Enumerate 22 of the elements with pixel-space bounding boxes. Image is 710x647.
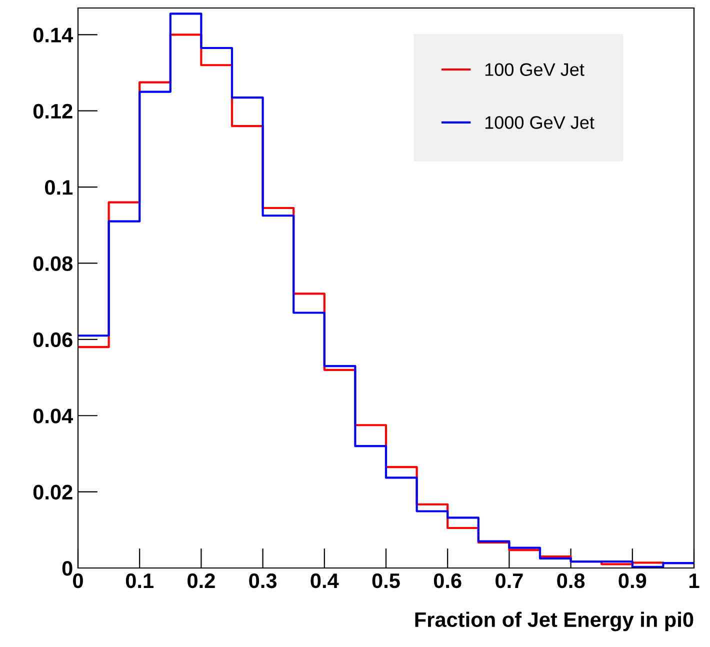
x-tick-label: 0.2 [188, 573, 215, 588]
x-tick-label: 0.8 [557, 573, 585, 588]
x-tick-label: 0.1 [126, 573, 154, 588]
y-tick-label: 0.04 [33, 408, 74, 424]
y-tick-label: 0.14 [33, 28, 74, 42]
legend-label: 100 GeV Jet [485, 63, 584, 76]
x-tick-label: 1 [690, 574, 700, 588]
x-tick-label: 0.4 [310, 573, 339, 588]
x-axis-title: Fraction of Jet Energy in pi0 [415, 612, 694, 632]
y-tick-label: 0.02 [33, 484, 72, 500]
y-tick-label: 0.1 [45, 180, 73, 195]
y-tick-label: 0.08 [33, 256, 73, 271]
x-tick-label: 0 [73, 573, 83, 588]
x-tick-label: 0.6 [434, 573, 462, 588]
y-tick-label: 0 [62, 561, 72, 576]
legend-label: 1000 GeV Jet [485, 116, 594, 129]
x-tick-label: 0.3 [249, 573, 277, 588]
x-tick-label: 0.9 [618, 573, 646, 588]
y-tick-label: 0.12 [33, 104, 72, 119]
x-tick-label: 0.7 [496, 573, 523, 588]
y-tick-label: 0.06 [33, 332, 72, 348]
x-tick-label: 0.5 [372, 573, 400, 588]
